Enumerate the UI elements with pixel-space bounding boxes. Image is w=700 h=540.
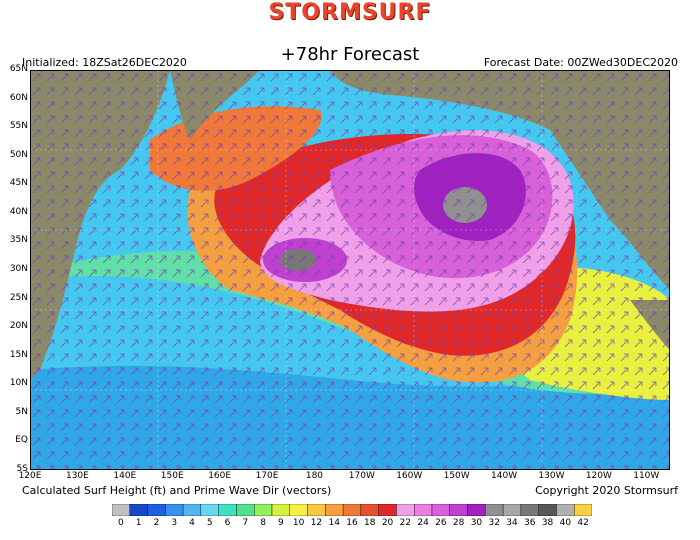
initialized-label: Initialized: 18ZSat26DEC2020 bbox=[22, 56, 187, 69]
legend-swatch bbox=[520, 504, 539, 516]
map-frame bbox=[30, 70, 670, 470]
legend-swatch bbox=[147, 504, 166, 516]
legend-swatch bbox=[378, 504, 397, 516]
legend-label: 1 bbox=[135, 518, 142, 528]
latitude-label: 50N bbox=[9, 149, 28, 160]
legend-label: 38 bbox=[541, 518, 554, 528]
legend-swatch bbox=[485, 504, 504, 516]
legend-swatch bbox=[325, 504, 344, 516]
legend-swatch bbox=[538, 504, 557, 516]
legend-label: 40 bbox=[559, 518, 572, 528]
longitude-label: 150W bbox=[443, 471, 470, 481]
legend-label: 36 bbox=[524, 518, 536, 528]
longitude-label: 130E bbox=[65, 471, 89, 481]
legend-swatch bbox=[182, 504, 202, 516]
longitude-label: 140W bbox=[491, 471, 518, 481]
legend-swatch bbox=[218, 504, 237, 516]
legend-swatch bbox=[112, 504, 130, 516]
legend-label: 28 bbox=[452, 518, 465, 528]
legend-label: 26 bbox=[435, 518, 447, 528]
latitude-label: 10N bbox=[9, 378, 28, 389]
longitude-label: 150E bbox=[160, 471, 184, 481]
stormsurf-logo: STORMSURF bbox=[268, 0, 432, 25]
legend-swatch bbox=[467, 504, 486, 516]
legend-label: 12 bbox=[310, 518, 323, 528]
longitude-label: 170W bbox=[348, 471, 375, 481]
legend-swatch bbox=[129, 504, 148, 516]
legend-label: 5 bbox=[206, 518, 213, 528]
legend-label: 2 bbox=[153, 518, 160, 528]
legend-label: 10 bbox=[292, 518, 305, 528]
surf-height-map bbox=[30, 70, 670, 470]
legend-label: 4 bbox=[189, 518, 195, 528]
legend-label: 6 bbox=[224, 518, 231, 528]
legend-swatch bbox=[502, 504, 522, 516]
longitude-label: 160E bbox=[208, 471, 232, 481]
legend-label: 32 bbox=[488, 518, 500, 528]
legend-label: 7 bbox=[242, 518, 249, 528]
legend-swatch bbox=[414, 504, 433, 516]
wave-direction-vectors bbox=[30, 70, 670, 470]
copyright-text: Copyright 2020 Stormsurf bbox=[535, 484, 678, 497]
longitude-label: 110W bbox=[633, 471, 660, 481]
legend-label: 30 bbox=[470, 518, 483, 528]
legend-swatch bbox=[574, 504, 592, 516]
legend-label: 8 bbox=[260, 518, 266, 528]
latitude-label: 35N bbox=[9, 235, 28, 246]
longitude-label: 160W bbox=[396, 471, 423, 481]
legend-label: 3 bbox=[171, 518, 178, 528]
forecast-date-label: Forecast Date: 00ZWed30DEC2020 bbox=[483, 56, 678, 69]
longitude-label: 130W bbox=[538, 471, 565, 481]
longitude-label: 120E bbox=[18, 471, 42, 481]
legend-swatch bbox=[342, 504, 362, 516]
map-caption: Calculated Surf Height (ft) and Prime Wa… bbox=[22, 484, 332, 497]
latitude-label: 60N bbox=[9, 92, 28, 103]
color-legend-bar bbox=[112, 504, 592, 516]
legend-swatch bbox=[236, 504, 255, 516]
latitude-label: 25N bbox=[9, 292, 28, 303]
latitude-label: 5N bbox=[15, 406, 28, 417]
latitude-label: 30N bbox=[9, 264, 28, 274]
latitude-label: 5S bbox=[16, 464, 28, 474]
longitude-label: 120W bbox=[585, 471, 612, 481]
legend-swatch bbox=[254, 504, 273, 516]
legend-label: 20 bbox=[381, 518, 394, 528]
legend-swatch bbox=[200, 504, 219, 516]
forecast-title: +78hr Forecast bbox=[280, 44, 420, 65]
longitude-label: 140E bbox=[113, 471, 137, 481]
lat-lon-grid bbox=[30, 70, 670, 470]
latitude-label: 55N bbox=[9, 121, 28, 132]
latitude-label: 45N bbox=[9, 178, 28, 189]
legend-label: 42 bbox=[577, 518, 589, 528]
legend-label: 22 bbox=[399, 518, 412, 528]
legend-swatch bbox=[396, 504, 415, 516]
legend-label: 16 bbox=[346, 518, 358, 528]
longitude-label: 170E bbox=[255, 471, 279, 481]
legend-label: 14 bbox=[328, 518, 340, 528]
legend-swatch bbox=[431, 504, 450, 516]
legend-swatch bbox=[165, 504, 184, 516]
latitude-label: 15N bbox=[9, 349, 28, 360]
legend-swatch bbox=[449, 504, 468, 516]
legend-swatch bbox=[271, 504, 290, 516]
latitude-label: EQ bbox=[15, 435, 28, 446]
legend-swatch bbox=[289, 504, 308, 516]
legend-label: 0 bbox=[118, 518, 124, 528]
legend-label: 34 bbox=[506, 518, 518, 528]
legend-label: 24 bbox=[417, 518, 429, 528]
longitude-label: 180 bbox=[305, 471, 324, 481]
legend-swatch bbox=[360, 504, 379, 516]
latitude-label: 20N bbox=[9, 321, 28, 332]
legend-swatch bbox=[307, 504, 326, 516]
legend-label: 9 bbox=[278, 518, 284, 528]
legend-swatch bbox=[556, 504, 575, 516]
latitude-label: 65N bbox=[9, 64, 28, 74]
legend-label: 18 bbox=[364, 518, 376, 528]
latitude-label: 40N bbox=[9, 206, 28, 217]
